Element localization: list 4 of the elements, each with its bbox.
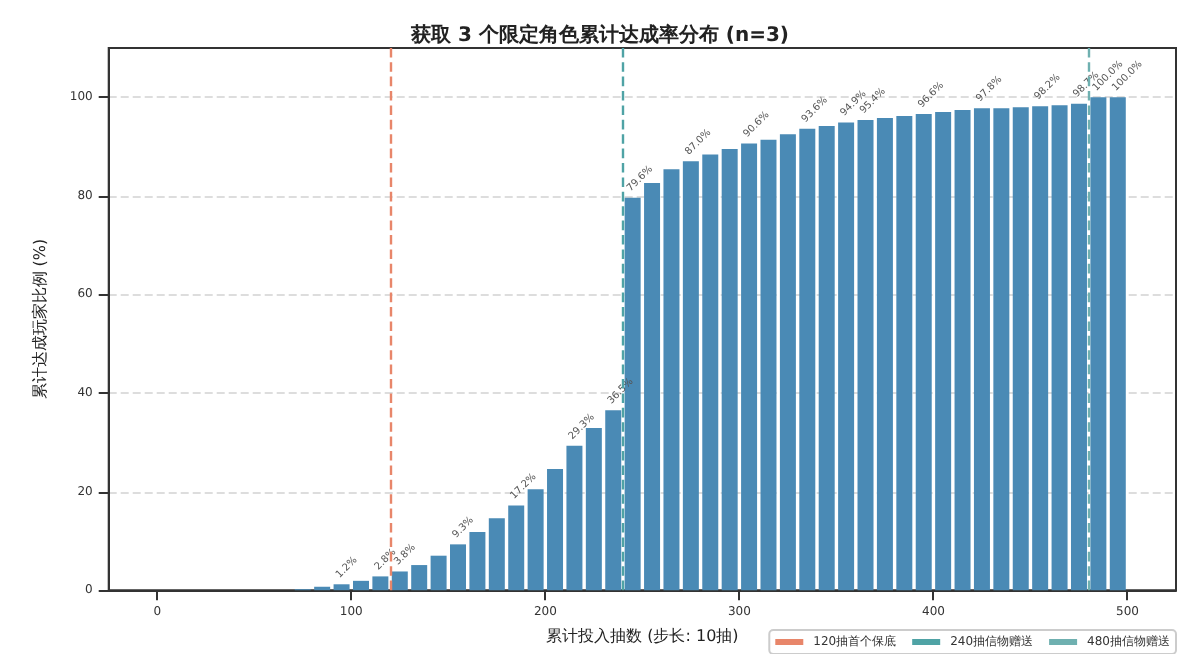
x-axis-title: 累计投入抽数 (步长: 10抽) <box>546 627 739 645</box>
chart-title: 获取 3 个限定角色累计达成率分布 (n=3) <box>409 23 789 47</box>
y-axis-title: 累计达成玩家比例 (%) <box>31 238 49 400</box>
bar <box>1109 97 1126 591</box>
